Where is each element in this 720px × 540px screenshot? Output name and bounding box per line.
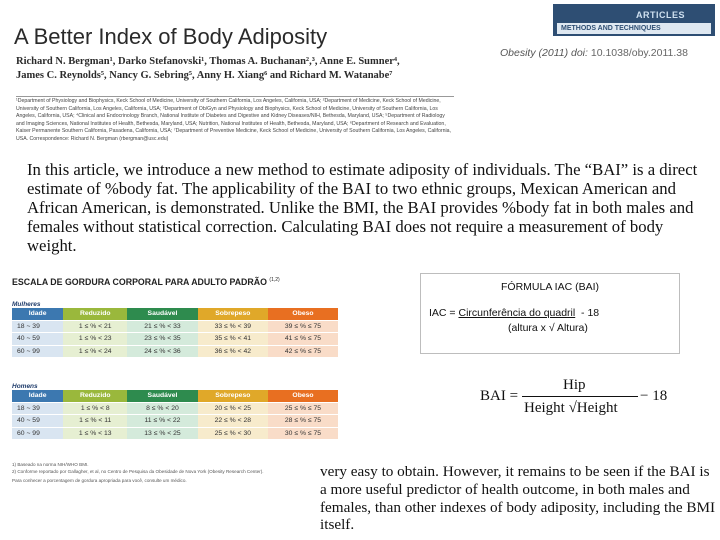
table-cell: 23 ≤ % < 35	[127, 332, 198, 346]
citation-journal: Obesity (2011) doi:	[500, 47, 588, 59]
footnote-3: Para conhecer a porcentagem de gordura a…	[12, 478, 187, 484]
table-cell: 1 ≤ % < 23	[63, 332, 128, 346]
formula-box-title: FÓRMULA IAC (BAI)	[500, 281, 599, 293]
table-row: 60 ~ 99 1 ≤ % < 13 13 ≤ % < 25 25 ≤ % < …	[12, 427, 338, 440]
table-cell: 24 ≤ % < 36	[127, 345, 198, 358]
scale-table-title-ref: (1,2)	[269, 277, 280, 284]
col-header-healthy: Saudável	[127, 390, 198, 403]
women-table: Idade Reduzido Saudável Sobrepeso Obeso …	[12, 308, 338, 358]
col-header-obese: Obeso	[268, 308, 338, 321]
table-cell: 20 ≤ % < 25	[197, 402, 268, 415]
scale-table-title: ESCALA DE GORDURA CORPORAL PARA ADULTO P…	[12, 277, 280, 287]
group-label-men: Homens	[12, 383, 38, 390]
fraction-bar	[522, 396, 638, 397]
formula-box: FÓRMULA IAC (BAI) IAC = Circunferência d…	[420, 273, 680, 354]
citation: Obesity (2011) doi: 10.1038/oby.2011.38	[500, 47, 688, 59]
formula-numerator: Circunferência do quadril	[458, 307, 576, 319]
table-cell: 8 ≤ % < 20	[127, 402, 198, 415]
conclusion-paragraph: very easy to obtain. However, it remains…	[320, 463, 716, 534]
table-cell: 22 ≤ % < 28	[197, 414, 268, 428]
table-row: 18 ~ 39 1 ≤ % < 8 8 ≤ % < 20 20 ≤ % < 25…	[12, 402, 338, 415]
table-cell: 18 ~ 39	[12, 402, 64, 415]
table-cell: 21 ≤ % < 33	[127, 320, 198, 333]
col-header-reduced: Reduzido	[63, 308, 128, 321]
table-cell: 1 ≤ % < 21	[63, 320, 128, 333]
women-header-row: Idade Reduzido Saudável Sobrepeso Obeso	[12, 308, 338, 321]
table-cell: 1 ≤ % < 24	[63, 345, 128, 358]
table-cell: 35 ≤ % < 41	[197, 332, 268, 346]
formula-prefix: IAC =	[429, 307, 459, 319]
footnote-1: 1) Baseado na norma NIH/WHO BMI.	[12, 462, 89, 467]
table-cell: 39 ≤ % ≤ 75	[268, 320, 338, 333]
table-cell: 13 ≤ % < 25	[127, 427, 198, 440]
table-cell: 60 ~ 99	[12, 427, 64, 440]
citation-doi: 10.1038/oby.2011.38	[590, 47, 688, 59]
table-cell: 42 ≤ % ≤ 75	[268, 345, 338, 358]
men-table: Idade Reduzido Saudável Sobrepeso Obeso …	[12, 390, 338, 440]
table-cell: 1 ≤ % < 13	[63, 427, 128, 440]
table-cell: 40 ~ 59	[12, 414, 64, 428]
table-cell: 18 ~ 39	[12, 320, 64, 333]
table-cell: 11 ≤ % < 22	[127, 414, 198, 428]
table-cell: 30 ≤ % ≤ 75	[268, 427, 338, 440]
formula-denominator: (altura x √ Altura)	[508, 322, 588, 334]
journal-section-badge: ARTICLES METHODS AND TECHNIQUES	[553, 4, 715, 36]
col-header-obese: Obeso	[268, 390, 338, 403]
badge-methods: METHODS AND TECHNIQUES	[557, 23, 711, 34]
table-cell: 1 ≤ % < 11	[63, 414, 128, 428]
col-header-reduced: Reduzido	[63, 390, 128, 403]
col-header-overweight: Sobrepeso	[197, 390, 268, 403]
author-list: Richard N. Bergman¹, Darko Stefanovski¹,…	[16, 55, 456, 83]
intro-paragraph: In this article, we introduce a new meth…	[27, 160, 698, 255]
men-header-row: Idade Reduzido Saudável Sobrepeso Obeso	[12, 390, 338, 403]
group-label-women: Mulheres	[12, 301, 41, 308]
table-row: 40 ~ 59 1 ≤ % < 23 23 ≤ % < 35 35 ≤ % < …	[12, 332, 338, 346]
badge-articles: ARTICLES	[636, 10, 685, 20]
table-cell: 28 ≤ % ≤ 75	[268, 414, 338, 428]
table-cell: 25 ≤ % ≤ 75	[268, 402, 338, 415]
col-header-overweight: Sobrepeso	[197, 308, 268, 321]
table-cell: 41 ≤ % ≤ 75	[268, 332, 338, 346]
table-row: 40 ~ 59 1 ≤ % < 11 11 ≤ % < 22 22 ≤ % < …	[12, 414, 338, 428]
table-cell: 60 ~ 99	[12, 345, 64, 358]
paper-title: A Better Index of Body Adiposity	[14, 24, 328, 49]
scale-table-title-text: ESCALA DE GORDURA CORPORAL PARA ADULTO P…	[12, 277, 267, 287]
table-row: 18 ~ 39 1 ≤ % < 21 21 ≤ % < 33 33 ≤ % < …	[12, 320, 338, 333]
affiliations: ¹Department of Physiology and Biophysics…	[16, 96, 454, 143]
col-header-healthy: Saudável	[127, 308, 198, 321]
table-cell: 33 ≤ % < 39	[197, 320, 268, 333]
equation-numerator: Hip	[563, 377, 586, 393]
table-cell: 36 ≤ % < 42	[197, 345, 268, 358]
col-header-age: Idade	[12, 390, 64, 403]
equation-lhs: BAI =	[480, 388, 519, 404]
table-cell: 40 ~ 59	[12, 332, 64, 346]
footnote-2: 2) Conforme reportado por Gallagher, et …	[12, 468, 264, 474]
table-cell: 1 ≤ % < 8	[63, 402, 128, 415]
women-section: Mulheres Idade Reduzido Saudável Sobrepe…	[12, 301, 338, 358]
table-row: 60 ~ 99 1 ≤ % < 24 24 ≤ % < 36 36 ≤ % < …	[12, 345, 338, 358]
formula-suffix: - 18	[575, 307, 600, 319]
authors-line-1: Richard N. Bergman¹, Darko Stefanovski¹,…	[16, 56, 400, 67]
authors-line-2: James C. Reynolds⁵, Nancy G. Sebring⁵, A…	[16, 70, 393, 81]
men-section: Homens Idade Reduzido Saudável Sobrepeso…	[12, 383, 338, 440]
col-header-age: Idade	[12, 308, 64, 321]
formula-line-1: IAC = Circunferência do quadril - 18	[429, 307, 599, 319]
table-footnotes: 1) Baseado na norma NIH/WHO BMI. 2) Conf…	[12, 462, 312, 485]
equation-tail: − 18	[640, 388, 668, 404]
equation-denominator: Height √Height	[524, 400, 618, 416]
table-cell: 25 ≤ % < 30	[197, 427, 268, 440]
